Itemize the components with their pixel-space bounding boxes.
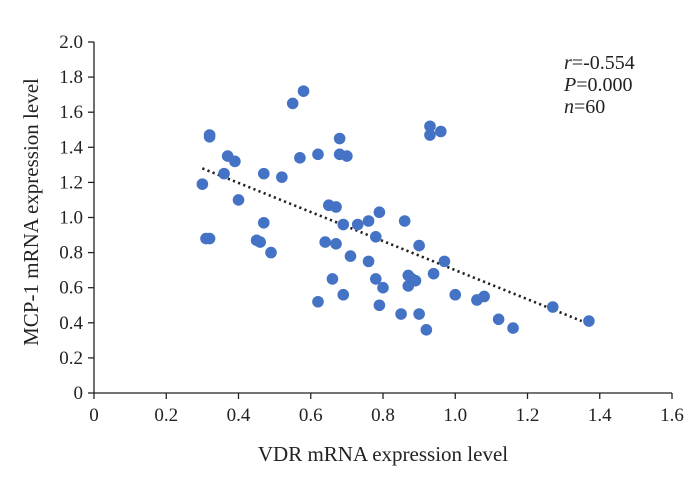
data-point — [333, 132, 346, 145]
data-point — [395, 308, 407, 320]
stat-r-value: =-0.554 — [572, 52, 635, 74]
stat-p-value: =0.000 — [576, 74, 632, 96]
data-point — [362, 255, 375, 268]
data-point — [337, 288, 350, 301]
x-tick-label: 0 — [89, 405, 99, 426]
data-point — [330, 201, 342, 213]
data-point — [377, 281, 389, 294]
y-tick-label: 1.2 — [59, 172, 83, 193]
data-point — [319, 236, 332, 248]
data-point — [344, 250, 357, 262]
data-point — [257, 216, 270, 229]
data-point — [203, 130, 216, 143]
y-tick-label: 2.0 — [59, 32, 83, 53]
data-point — [257, 167, 270, 180]
data-point — [294, 152, 306, 164]
data-point — [312, 295, 324, 308]
x-tick-label: 1.6 — [660, 405, 684, 426]
trendline — [201, 167, 583, 323]
data-point — [229, 155, 241, 168]
data-point — [369, 273, 382, 285]
data-point — [369, 231, 382, 243]
data-point — [492, 313, 505, 326]
stat-r: r=-0.554 — [564, 52, 635, 74]
y-tick-label: 0 — [74, 383, 84, 404]
y-tick-label: 0.8 — [59, 243, 83, 264]
data-point — [373, 206, 386, 219]
data-point — [478, 290, 490, 303]
x-ticks: 0 0.2 0.4 0.6 0.8 1.0 1.2 1.4 1.6 — [89, 393, 684, 426]
data-point — [583, 315, 595, 327]
data-point — [337, 218, 350, 231]
y-tick-label: 1.4 — [59, 137, 83, 158]
data-point — [330, 238, 342, 250]
stat-n-symbol: n — [564, 96, 574, 118]
data-point — [312, 148, 324, 161]
data-points — [196, 85, 595, 336]
x-tick-label: 1.0 — [443, 405, 467, 426]
data-point — [413, 308, 425, 320]
stat-p-symbol: P — [563, 74, 576, 96]
data-point — [424, 120, 436, 133]
y-axis-title: MCP-1 mRNA expression level — [19, 78, 43, 346]
x-axis: 0 0.2 0.4 0.6 0.8 1.0 1.2 1.4 1.6 — [89, 392, 684, 426]
x-tick-label: 0.8 — [371, 405, 395, 426]
data-point — [507, 322, 519, 334]
y-axis: 0 0.2 0.4 0.6 0.8 1.0 1.2 1.4 1.6 1.8 2.0 — [59, 32, 95, 404]
data-point — [546, 301, 559, 313]
data-point — [265, 246, 277, 259]
x-axis-title: VDR mRNA expression level — [258, 442, 508, 466]
data-point — [351, 218, 364, 231]
data-point — [286, 97, 299, 110]
stat-n-value: =60 — [574, 96, 605, 118]
y-ticks: 0 0.2 0.4 0.6 0.8 1.0 1.2 1.4 1.6 1.8 2.0 — [59, 32, 94, 404]
y-tick-label: 1.8 — [59, 67, 83, 88]
data-point — [427, 267, 440, 280]
data-point — [341, 150, 353, 162]
data-point — [203, 232, 216, 245]
stat-r-symbol: r — [564, 52, 572, 74]
data-point — [449, 288, 462, 301]
y-tick-label: 0.6 — [59, 278, 83, 299]
data-point — [232, 194, 245, 206]
y-tick-label: 0.4 — [59, 313, 83, 334]
stat-p: P=0.000 — [563, 74, 633, 96]
x-tick-label: 1.4 — [588, 405, 612, 426]
data-point — [424, 129, 436, 141]
data-point — [326, 273, 339, 285]
data-point — [398, 215, 411, 227]
data-point — [373, 299, 386, 312]
data-point — [420, 324, 433, 336]
y-tick-label: 0.2 — [59, 348, 83, 369]
data-point — [435, 125, 447, 138]
data-point — [276, 171, 288, 183]
data-point — [297, 85, 310, 97]
data-point — [409, 274, 422, 287]
x-tick-label: 0.2 — [154, 405, 178, 426]
y-tick-label: 1.0 — [59, 208, 83, 229]
stat-n: n=60 — [564, 96, 605, 118]
data-point — [196, 178, 209, 190]
data-point — [362, 215, 375, 227]
x-tick-label: 0.6 — [299, 405, 323, 426]
y-tick-label: 1.6 — [59, 102, 83, 123]
data-point — [413, 239, 425, 252]
data-point — [254, 236, 266, 248]
x-tick-label: 1.2 — [516, 405, 540, 426]
x-tick-label: 0.4 — [227, 405, 251, 426]
data-point — [438, 255, 451, 268]
data-point — [218, 167, 230, 180]
